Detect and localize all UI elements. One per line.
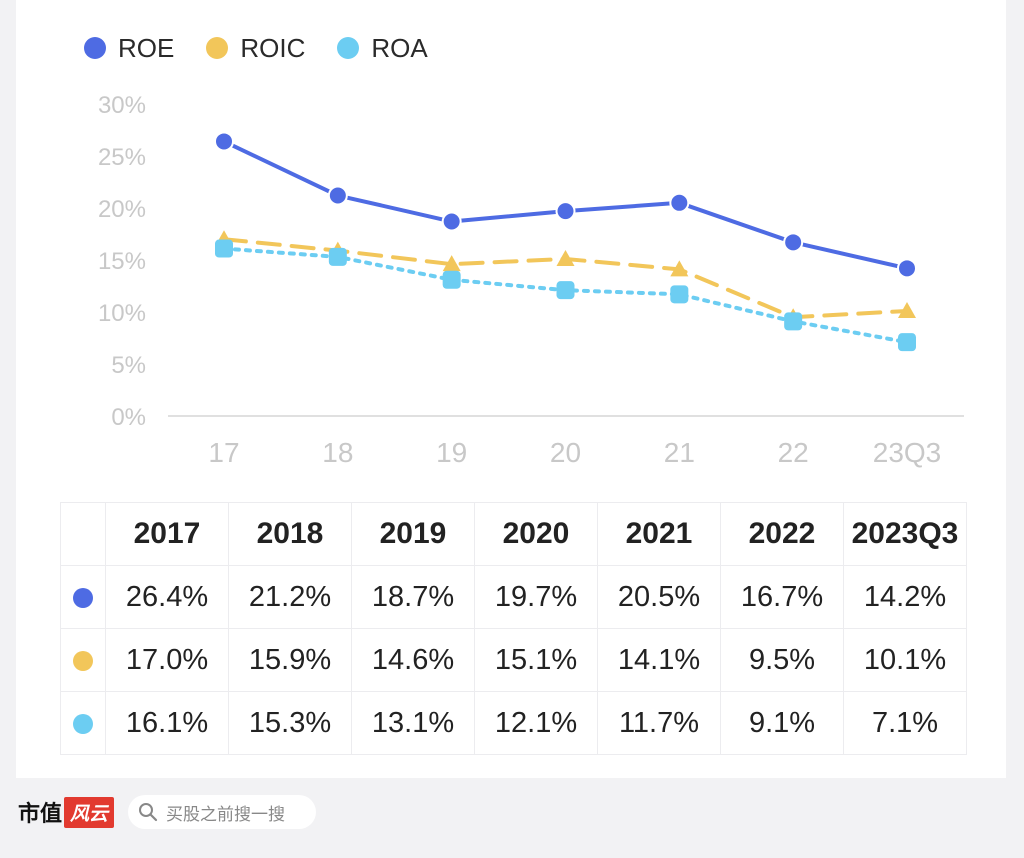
table-cell: 14.1% xyxy=(597,628,721,692)
search-box[interactable]: 买股之前搜一搜 xyxy=(128,795,317,829)
data-point-roic xyxy=(556,249,575,266)
table-cell: 15.1% xyxy=(474,628,598,692)
table-cell: 19.7% xyxy=(474,565,598,629)
data-point-roa xyxy=(215,239,233,258)
table-cell: 16.1% xyxy=(105,691,229,755)
chart-legend: ROE ROIC ROA xyxy=(84,30,460,66)
legend-roic-marker xyxy=(206,37,229,59)
data-point-roe xyxy=(555,201,576,222)
table-cell: 12.1% xyxy=(474,691,598,755)
table-cell: 7.1% xyxy=(843,691,967,755)
table-cell: 20.5% xyxy=(597,565,721,629)
table-cell: 13.1% xyxy=(351,691,475,755)
table-cell: 10.1% xyxy=(843,628,967,692)
x-tick-label: 20 xyxy=(550,437,581,468)
table-cell: 16.7% xyxy=(720,565,844,629)
table-header-cell: 2017 xyxy=(105,502,229,566)
table-cell: 14.6% xyxy=(351,628,475,692)
y-tick-label: 0% xyxy=(111,404,146,431)
table-row-marker xyxy=(60,691,106,755)
data-point-roic xyxy=(898,301,916,318)
table-header-cell: 2022 xyxy=(720,502,844,566)
legend-item-roa: ROA xyxy=(337,32,428,64)
data-point-roe xyxy=(214,131,234,152)
footer-bar: 市值 风云 买股之前搜一搜 xyxy=(18,792,317,832)
table-header-cell: 2019 xyxy=(351,502,475,566)
search-placeholder: 买股之前搜一搜 xyxy=(166,804,286,824)
table-header-cell: 2021 xyxy=(597,502,721,566)
y-tick-label: 5% xyxy=(111,352,146,379)
data-point-roe xyxy=(783,232,804,253)
table-cell: 14.2% xyxy=(843,565,967,629)
x-tick-label: 19 xyxy=(436,437,467,468)
table-cell: 11.7% xyxy=(597,691,721,755)
table-header-cell: 2023Q3 xyxy=(843,502,967,566)
y-tick-label: 20% xyxy=(98,196,146,223)
table-cell: 9.5% xyxy=(720,628,844,692)
y-tick-label: 15% xyxy=(98,248,146,275)
data-point-roe xyxy=(669,192,690,213)
y-tick-label: 30% xyxy=(98,92,146,119)
data-point-roic xyxy=(670,260,689,277)
table-cell: 17.0% xyxy=(105,628,229,692)
table-row-roe: 26.4% 21.2% 18.7% 19.7% 20.5% 16.7% 14.2… xyxy=(60,565,967,629)
x-tick-label: 18 xyxy=(322,437,353,468)
table-row-roa: 16.1% 15.3% 13.1% 12.1% 11.7% 9.1% 7.1% xyxy=(60,691,967,755)
legend-roe-marker xyxy=(84,37,106,59)
data-point-roe xyxy=(327,185,348,206)
legend-roic-label: ROIC xyxy=(240,32,306,63)
legend-item-roe: ROE xyxy=(84,33,174,64)
search-icon xyxy=(139,803,158,822)
table-cell: 15.9% xyxy=(228,628,352,692)
y-tick-label: 10% xyxy=(98,300,146,327)
brand-logo-badge: 风云 xyxy=(64,796,115,828)
table-row-roic: 17.0% 15.9% 14.6% 15.1% 14.1% 9.5% 10.1% xyxy=(60,628,967,692)
y-tick-label: 25% xyxy=(98,144,146,171)
legend-roa-label: ROA xyxy=(371,32,428,63)
brand-logo-text: 市值 xyxy=(18,801,63,827)
table-cell: 9.1% xyxy=(720,691,844,755)
legend-roe-label: ROE xyxy=(118,32,175,63)
data-point-roa xyxy=(328,247,347,266)
table-corner-cell xyxy=(60,502,106,566)
table-cell: 26.4% xyxy=(105,565,229,629)
data-point-roa xyxy=(670,285,689,304)
table-cell: 18.7% xyxy=(351,565,475,629)
table-header-cell: 2018 xyxy=(228,502,352,566)
data-point-roe xyxy=(441,211,462,232)
roa-dot-icon xyxy=(73,713,93,734)
line-chart: 0% 5% 10% 15% 20% 25% 30% 17 18 19 20 21 22 23Q3 xyxy=(98,92,964,468)
x-tick-label: 23Q3 xyxy=(873,437,942,468)
data-point-roa xyxy=(898,333,916,352)
data-point-roe xyxy=(897,258,917,279)
table-row-marker xyxy=(60,565,106,629)
data-point-roa xyxy=(556,281,575,300)
data-table: 2017 2018 2019 2020 2021 2022 2023Q3 26.… xyxy=(60,502,967,755)
data-point-roic xyxy=(442,255,461,272)
table-cell: 21.2% xyxy=(228,565,352,629)
table-cell: 15.3% xyxy=(228,691,352,755)
data-point-roa xyxy=(442,270,461,289)
roe-dot-icon xyxy=(73,587,93,608)
data-point-roa xyxy=(784,312,803,331)
legend-roa-marker xyxy=(337,37,360,59)
table-row-marker xyxy=(60,628,106,692)
x-tick-label: 21 xyxy=(664,437,695,468)
x-tick-label: 17 xyxy=(208,437,239,468)
table-header-row: 2017 2018 2019 2020 2021 2022 2023Q3 xyxy=(60,502,967,566)
legend-item-roic: ROIC xyxy=(206,33,305,64)
table-header-cell: 2020 xyxy=(474,502,598,566)
roic-dot-icon xyxy=(73,650,93,671)
x-tick-label: 22 xyxy=(778,437,809,468)
